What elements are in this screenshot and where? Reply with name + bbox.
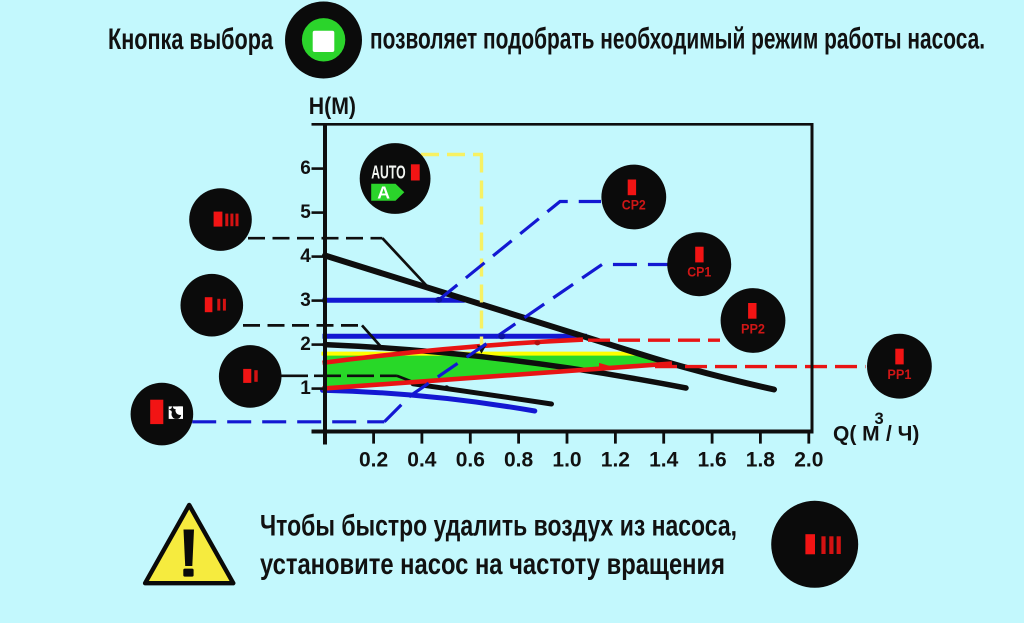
svg-text:AUTO: AUTO: [371, 162, 405, 182]
svg-text:/ Ч): / Ч): [886, 422, 919, 445]
svg-text:Кнопка выбора: Кнопка выбора: [108, 23, 273, 56]
svg-text:3: 3: [875, 410, 884, 428]
svg-text:PP2: PP2: [741, 321, 765, 336]
svg-text:5: 5: [300, 202, 311, 223]
svg-text:6: 6: [300, 158, 311, 179]
svg-text:1.8: 1.8: [746, 449, 776, 472]
svg-text:2: 2: [300, 334, 311, 355]
svg-text:A: A: [377, 183, 390, 203]
svg-text:4: 4: [300, 246, 311, 267]
svg-text:1.4: 1.4: [649, 449, 679, 472]
svg-text:Q( М: Q( М: [833, 422, 880, 445]
svg-text:2.0: 2.0: [794, 449, 823, 472]
svg-text:1.6: 1.6: [697, 449, 726, 472]
svg-text:1: 1: [300, 378, 311, 399]
svg-text:1.2: 1.2: [601, 449, 630, 472]
svg-text:0.6: 0.6: [456, 449, 485, 472]
svg-text:0.2: 0.2: [359, 449, 388, 472]
svg-text:установите насос на частоту вр: установите насос на частоту вращения: [260, 548, 725, 581]
svg-text:Н(М): Н(М): [309, 93, 356, 120]
svg-text:1.0: 1.0: [552, 449, 581, 472]
svg-text:CP1: CP1: [687, 264, 711, 279]
svg-text:PP1: PP1: [887, 367, 911, 382]
svg-text:CP2: CP2: [622, 197, 646, 212]
svg-text:Чтобы быстро удалить воздух из: Чтобы быстро удалить воздух из насоса,: [260, 510, 737, 543]
svg-text:0.8: 0.8: [504, 449, 534, 472]
svg-text:позволяет подобрать необходимы: позволяет подобрать необходимый режим ра…: [370, 23, 985, 56]
svg-text:0.4: 0.4: [407, 449, 437, 472]
svg-text:3: 3: [300, 290, 311, 311]
